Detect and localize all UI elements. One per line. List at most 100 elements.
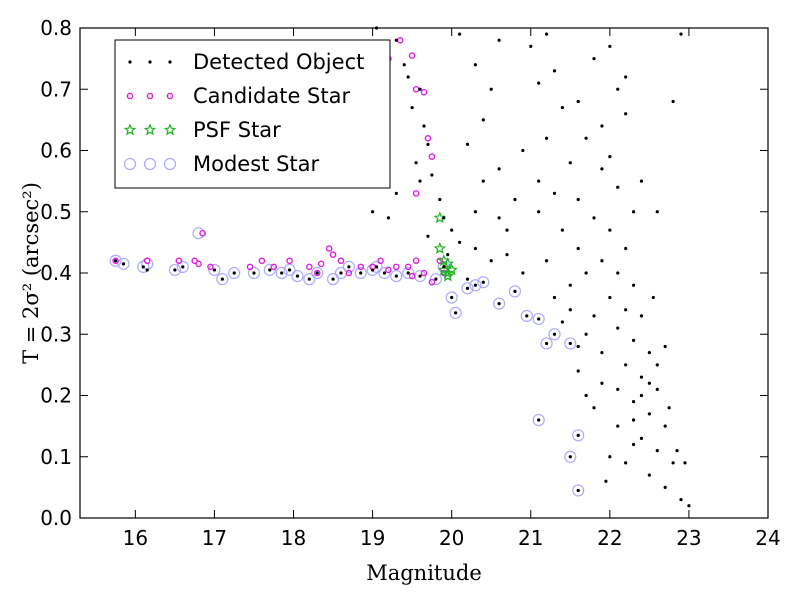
point-detected-object-118 [624,308,628,312]
point-detected-object-57 [438,197,442,202]
x-tick-label-19: 19 [360,526,385,550]
series-psf-star [433,211,458,282]
point-detected-object-74 [489,259,493,263]
legend-label-psf-star: PSF Star [193,118,281,142]
point-detected-object-144 [624,75,628,79]
point-detected-object-66 [473,63,478,67]
point-detected-object-48 [406,75,410,79]
point-detected-object-51 [422,124,426,128]
point-detected-object-107 [624,112,628,116]
point-modest-star-32 [469,279,482,292]
point-detected-object-4 [173,268,177,272]
point-candidate-star-28 [436,257,444,265]
point-psf-star-1 [433,241,447,254]
point-detected-object-6 [212,268,217,272]
point-detected-object-33 [497,302,501,306]
point-detected-object-93 [576,246,580,251]
point-candidate-star-37 [412,190,420,197]
point-detected-object-148 [560,320,564,324]
y-tick-label-0.0: 0.0 [40,506,72,530]
point-detected-object-3 [145,268,149,272]
point-modest-star-38 [540,337,553,350]
point-detected-object-128 [663,424,667,428]
point-detected-object-151 [592,406,596,410]
point-detected-object-113 [624,246,628,251]
point-detected-object-142 [639,179,644,183]
point-detected-object-115 [616,271,620,275]
point-detected-object-14 [307,277,311,281]
point-detected-object-81 [497,38,501,42]
legend-marker-modest-star-1 [143,157,157,171]
point-candidate-star-36 [424,134,432,142]
point-detected-object-98 [537,179,541,183]
point-modest-star-44 [572,484,585,497]
point-modest-star-34 [493,297,506,310]
x-tick-label-20: 20 [439,526,464,550]
point-detected-object-22 [382,271,387,275]
point-psf-star-7 [441,269,454,282]
point-detected-object-153 [608,455,612,459]
point-detected-object-37 [544,341,549,346]
y-tick-label-0.4: 0.4 [40,261,72,285]
point-detected-object-163 [631,418,636,422]
point-detected-object-147 [592,314,596,318]
legend-marker-detected-object-2 [168,60,172,64]
point-detected-object-30 [465,286,470,290]
point-modest-star-24 [390,269,403,283]
point-detected-object-85 [544,32,549,36]
legend-marker-psf-star-0 [123,123,137,136]
x-tick-label-23: 23 [676,526,701,550]
point-modest-star-2 [137,260,150,273]
x-axis-ticks: 16 17 18 19 20 21 22 23 24 [123,28,781,550]
point-detected-object-106 [616,87,620,91]
point-detected-object-72 [505,228,509,232]
point-psf-star-0 [433,211,447,224]
point-modest-star-39 [548,328,561,341]
point-detected-object-0 [113,259,118,263]
point-detected-object-135 [687,504,691,508]
point-modest-star-43 [572,429,585,442]
point-detected-object-19 [359,271,363,275]
y-tick-label-0.1: 0.1 [40,445,72,469]
point-detected-object-100 [592,57,596,61]
point-modest-star-19 [342,260,355,273]
point-modest-star-30 [449,306,462,319]
legend-marker-detected-object-1 [148,60,152,64]
point-candidate-star-9 [270,263,278,271]
point-detected-object-78 [521,148,525,153]
point-detected-object-12 [287,268,292,272]
point-detected-object-152 [616,424,620,428]
point-detected-object-114 [600,259,604,263]
point-detected-object-2 [141,265,145,269]
point-detected-object-145 [600,351,604,355]
points-layer [109,26,691,508]
point-candidate-star-1 [143,257,151,265]
point-detected-object-140 [671,99,675,104]
x-axis-label: Magnitude [366,561,482,585]
point-detected-object-8 [232,271,236,275]
point-detected-object-24 [406,271,410,275]
point-detected-object-16 [331,277,335,281]
point-detected-object-77 [505,253,509,257]
point-detected-object-38 [552,332,557,336]
point-detected-object-53 [414,161,418,165]
series-detected-object [113,26,691,508]
point-detected-object-69 [465,142,470,146]
point-detected-object-88 [544,136,549,140]
point-modest-star-14 [291,269,304,283]
point-detected-object-99 [576,99,580,104]
point-modest-star-7 [208,263,221,277]
point-candidate-star-13 [317,260,325,268]
point-detected-object-94 [544,259,549,263]
point-detected-object-102 [600,167,604,171]
point-detected-object-83 [473,210,478,214]
point-detected-object-149 [568,308,572,312]
point-detected-object-108 [600,124,604,128]
point-detected-object-25 [418,274,422,278]
point-detected-object-157 [576,369,580,373]
point-candidate-star-32 [408,52,416,59]
point-detected-object-86 [552,69,557,73]
point-candidate-star-21 [385,266,392,274]
point-candidate-star-33 [412,85,420,93]
point-detected-object-47 [402,63,406,67]
